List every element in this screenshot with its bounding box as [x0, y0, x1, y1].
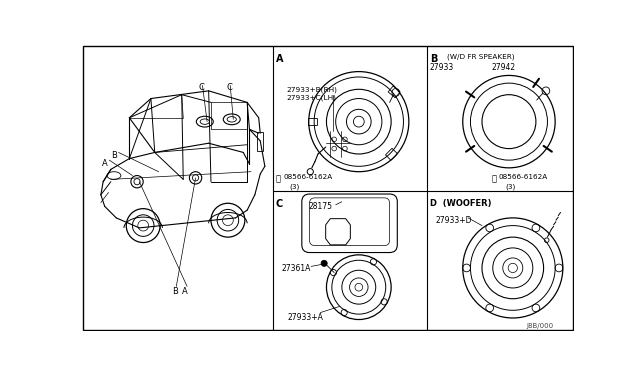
Text: C: C	[227, 83, 232, 92]
Text: 27933+A: 27933+A	[288, 312, 324, 322]
Bar	[257, 132, 263, 151]
Text: 08566-6162A: 08566-6162A	[499, 174, 548, 180]
Text: A: A	[276, 54, 283, 64]
Text: A: A	[102, 158, 108, 168]
Circle shape	[321, 260, 327, 266]
Text: A: A	[182, 287, 188, 296]
Text: D  (WOOFER): D (WOOFER)	[429, 199, 491, 208]
Text: C: C	[276, 199, 283, 209]
Text: C: C	[198, 83, 205, 92]
Text: 27933+C(LH): 27933+C(LH)	[287, 95, 337, 101]
Text: J8B/000: J8B/000	[527, 323, 554, 329]
Bar	[388, 86, 400, 98]
Text: B: B	[172, 287, 179, 296]
Bar	[308, 118, 317, 125]
Text: (3): (3)	[289, 183, 300, 190]
Text: (3): (3)	[505, 183, 515, 190]
Text: 27933+B(RH): 27933+B(RH)	[287, 87, 337, 93]
Bar	[385, 148, 397, 160]
Text: (W/D FR SPEAKER): (W/D FR SPEAKER)	[447, 54, 514, 60]
Text: 27933+D: 27933+D	[436, 216, 472, 225]
Text: 27933: 27933	[429, 63, 454, 72]
Text: Ⓢ: Ⓢ	[276, 174, 280, 183]
Text: B: B	[111, 151, 116, 160]
Text: 28175: 28175	[308, 202, 333, 212]
Text: B: B	[429, 54, 437, 64]
Text: 27942: 27942	[492, 63, 515, 72]
Text: 27361A: 27361A	[282, 264, 311, 273]
Text: Ⓢ: Ⓢ	[492, 174, 496, 183]
Text: 08566-6162A: 08566-6162A	[284, 174, 333, 180]
